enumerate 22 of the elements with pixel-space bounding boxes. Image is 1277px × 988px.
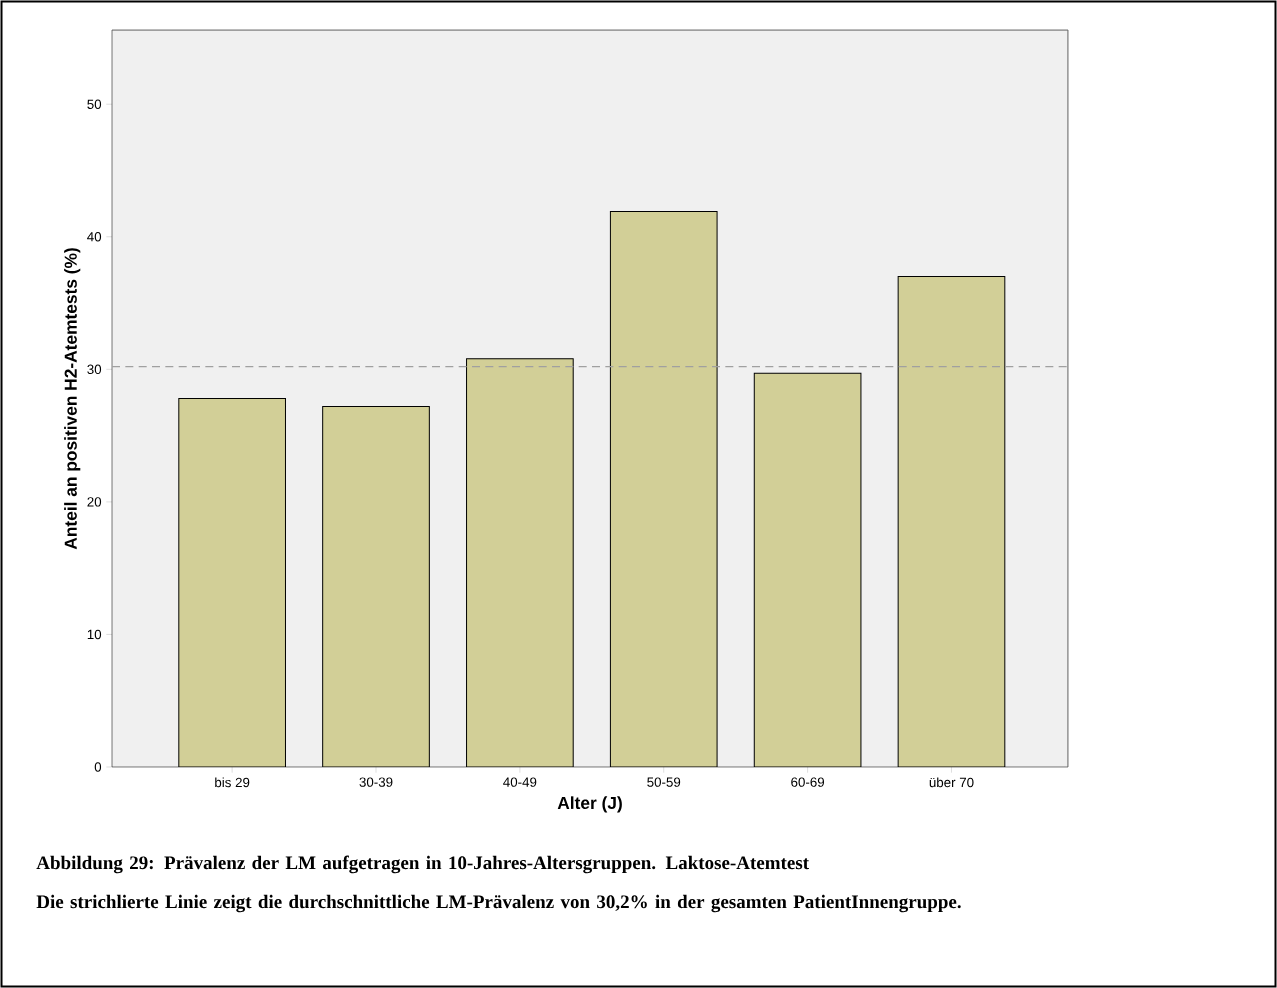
y-tick-label: 40 — [87, 232, 102, 242]
y-axis-title: Anteil an positiven H2-Atemtests (%) — [64, 248, 81, 550]
x-tick-label: 30-39 — [359, 777, 393, 787]
x-tick-label: bis 29 — [215, 777, 250, 788]
bar — [753, 372, 862, 767]
bar — [609, 211, 718, 767]
bar — [322, 405, 430, 767]
y-tick-label: 0 — [94, 762, 102, 772]
bar — [466, 358, 574, 767]
text: Die strichlierte Linie zeigt die durchschnittliche LM-Prävalenz von 30,2% in der gesamten PatientInnengruppe. — [36, 894, 961, 913]
x-tick-label: 40-49 — [503, 777, 537, 787]
text: Abbildung 29: Prävalenz der LM aufgetragen in 10-Jahres-Altersgruppen. Laktose-Atemtest — [36, 855, 809, 874]
y-tick-label: 50 — [87, 99, 102, 109]
x-axis-title: Alter (J) — [557, 796, 622, 813]
bar — [897, 276, 1006, 767]
y-tick-label: 30 — [87, 364, 102, 375]
x-tick-label: über 70 — [929, 777, 974, 788]
x-tick-label: 60-69 — [791, 777, 825, 787]
bar — [178, 397, 286, 767]
y-tick-label: 20 — [87, 497, 102, 507]
x-tick-label: 50-59 — [647, 777, 681, 787]
y-tick-label: 10 — [87, 629, 102, 640]
